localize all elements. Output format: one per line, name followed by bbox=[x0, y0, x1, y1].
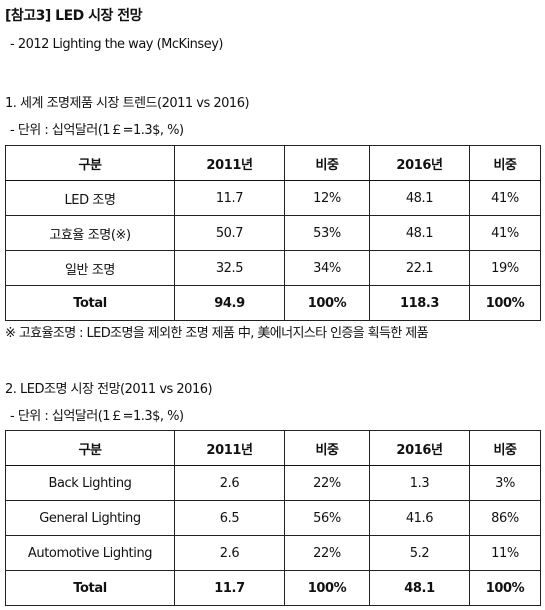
value-2016: 41.6 bbox=[369, 500, 470, 536]
total-2011: 94.9 bbox=[174, 285, 285, 321]
value-2011: 32.5 bbox=[174, 250, 285, 286]
table-row: General Lighting 6.5 56% 41.6 86% bbox=[5, 500, 541, 536]
section2-unit: - 단위 : 십억달러(1￡=1.3$, %) bbox=[10, 409, 184, 424]
source-line: - 2012 Lighting the way (McKinsey) bbox=[10, 37, 223, 52]
header-category: 구분 bbox=[5, 430, 175, 466]
total-share-2016: 100% bbox=[469, 570, 541, 606]
table-total-row: Total 11.7 100% 48.1 100% bbox=[5, 570, 541, 606]
value-2011: 11.7 bbox=[174, 180, 285, 216]
table-header-row: 구분 2011년 비중 2016년 비중 bbox=[5, 145, 541, 181]
table-header-row: 구분 2011년 비중 2016년 비중 bbox=[5, 430, 541, 466]
header-share-2016: 비중 bbox=[469, 145, 541, 181]
row-label: LED 조명 bbox=[5, 180, 175, 216]
row-label: 일반 조명 bbox=[5, 250, 175, 286]
total-label: Total bbox=[5, 285, 175, 321]
section2-title: 2. LED조명 시장 전망(2011 vs 2016) bbox=[5, 382, 213, 397]
header-2011: 2011년 bbox=[174, 145, 285, 181]
share-2016: 3% bbox=[469, 465, 541, 501]
table-total-row: Total 94.9 100% 118.3 100% bbox=[5, 285, 541, 321]
share-2011: 22% bbox=[284, 535, 370, 571]
header-category: 구분 bbox=[5, 145, 175, 181]
value-2011: 2.6 bbox=[174, 465, 285, 501]
footnote: ※ 고효율조명 : LED조명을 제외한 조명 제품 中, 美에너지스타 인증을… bbox=[5, 326, 429, 341]
value-2016: 48.1 bbox=[369, 215, 470, 251]
table-row: 고효율 조명(※) 50.7 53% 48.1 41% bbox=[5, 215, 541, 251]
page-title: [참고3] LED 시장 전망 bbox=[5, 8, 143, 24]
value-2016: 22.1 bbox=[369, 250, 470, 286]
value-2016: 1.3 bbox=[369, 465, 470, 501]
share-2016: 86% bbox=[469, 500, 541, 536]
value-2011: 6.5 bbox=[174, 500, 285, 536]
total-share-2016: 100% bbox=[469, 285, 541, 321]
share-2016: 19% bbox=[469, 250, 541, 286]
table-row: Back Lighting 2.6 22% 1.3 3% bbox=[5, 465, 541, 501]
value-2011: 2.6 bbox=[174, 535, 285, 571]
row-label: General Lighting bbox=[5, 500, 175, 536]
total-2016: 118.3 bbox=[369, 285, 470, 321]
share-2011: 34% bbox=[284, 250, 370, 286]
share-2016: 41% bbox=[469, 180, 541, 216]
world-lighting-market-table: 구분 2011년 비중 2016년 비중 LED 조명 11.7 12% 48.… bbox=[5, 145, 541, 321]
share-2011: 22% bbox=[284, 465, 370, 501]
share-2011: 53% bbox=[284, 215, 370, 251]
total-label: Total bbox=[5, 570, 175, 606]
header-2016: 2016년 bbox=[369, 430, 470, 466]
total-share-2011: 100% bbox=[284, 285, 370, 321]
header-share-2011: 비중 bbox=[284, 145, 370, 181]
value-2016: 5.2 bbox=[369, 535, 470, 571]
value-2016: 48.1 bbox=[369, 180, 470, 216]
header-share-2016: 비중 bbox=[469, 430, 541, 466]
row-label: Automotive Lighting bbox=[5, 535, 175, 571]
led-lighting-market-table: 구분 2011년 비중 2016년 비중 Back Lighting 2.6 2… bbox=[5, 430, 541, 606]
share-2011: 12% bbox=[284, 180, 370, 216]
value-2011: 50.7 bbox=[174, 215, 285, 251]
header-share-2011: 비중 bbox=[284, 430, 370, 466]
section1-title: 1. 세계 조명제품 시장 트렌드(2011 vs 2016) bbox=[5, 96, 250, 111]
share-2016: 11% bbox=[469, 535, 541, 571]
share-2011: 56% bbox=[284, 500, 370, 536]
header-2016: 2016년 bbox=[369, 145, 470, 181]
header-2011: 2011년 bbox=[174, 430, 285, 466]
table-row: Automotive Lighting 2.6 22% 5.2 11% bbox=[5, 535, 541, 571]
table-row: LED 조명 11.7 12% 48.1 41% bbox=[5, 180, 541, 216]
table-row: 일반 조명 32.5 34% 22.1 19% bbox=[5, 250, 541, 286]
section1-unit: - 단위 : 십억달러(1￡=1.3$, %) bbox=[10, 123, 184, 138]
total-2011: 11.7 bbox=[174, 570, 285, 606]
row-label: 고효율 조명(※) bbox=[5, 215, 175, 251]
share-2016: 41% bbox=[469, 215, 541, 251]
total-2016: 48.1 bbox=[369, 570, 470, 606]
row-label: Back Lighting bbox=[5, 465, 175, 501]
total-share-2011: 100% bbox=[284, 570, 370, 606]
